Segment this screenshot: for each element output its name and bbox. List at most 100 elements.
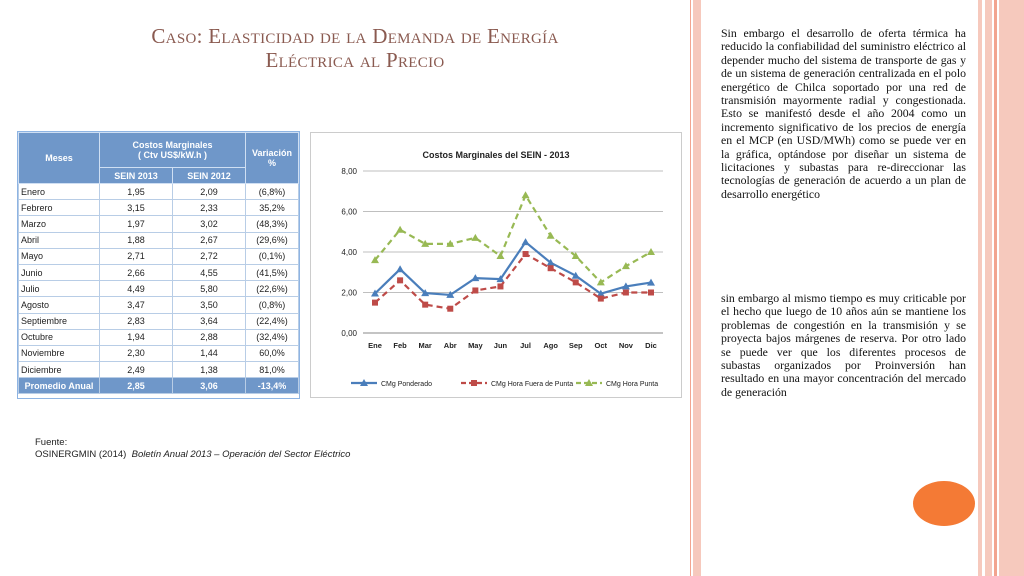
data-point	[372, 299, 378, 306]
data-point	[496, 275, 505, 283]
table-row: Marzo 1,97 3,02 (48,3%)	[18, 215, 299, 233]
x-tick-label: Dic	[645, 341, 657, 350]
table-row: Julio 4,49 5,80 (22,6%)	[18, 280, 299, 298]
series-line	[374, 192, 652, 284]
divider-stripe	[690, 0, 691, 576]
slide-title: Caso: Elasticidad de la Demanda de Energ…	[95, 24, 615, 72]
divider-stripe	[999, 0, 1024, 576]
header-meses: Meses	[18, 132, 100, 184]
table-row: Agosto 3,47 3,50 (0,8%)	[18, 296, 299, 314]
x-tick-label: Jun	[494, 341, 508, 350]
data-point	[472, 287, 479, 294]
data-point	[371, 256, 379, 264]
cell-sein-2012: 2,67	[172, 231, 246, 249]
x-tick-label: Jul	[520, 341, 531, 350]
cell-sein-2013: 2,83	[99, 312, 173, 330]
data-point	[621, 262, 630, 270]
x-tick-label: Ene	[368, 341, 382, 350]
header-variacion-line2: %	[267, 158, 276, 168]
cell-variacion: 81,0%	[245, 361, 299, 379]
divider-stripe	[985, 0, 992, 576]
cell-sein-2013: 2,71	[99, 247, 173, 265]
header-costos-line1: Costos Marginales	[132, 140, 213, 150]
series-line	[374, 252, 651, 310]
legend-marker	[471, 380, 477, 386]
cell-sein-2012: 2,33	[172, 199, 246, 217]
table-row: Febrero 3,15 2,33 35,2%	[18, 199, 299, 217]
cell-mes: Junio	[18, 263, 100, 282]
x-tick-label: May	[468, 341, 483, 350]
cell-sein-2012: 2,09	[172, 182, 246, 201]
data-point	[396, 225, 405, 233]
data-point	[496, 252, 505, 260]
data-point	[446, 239, 455, 247]
divider-stripe	[693, 0, 701, 576]
x-tick-label: Ago	[543, 341, 558, 350]
data-point	[571, 271, 580, 279]
paragraph-subastas: sin embargo al mismo tiempo es muy criti…	[721, 291, 966, 399]
slide-title-line1: Caso: Elasticidad de la Demanda de Energ…	[151, 24, 559, 48]
header-variacion-line1: Variación	[251, 148, 293, 158]
data-point	[571, 252, 580, 260]
subheader-sein-2013: SEIN 2013	[99, 167, 173, 184]
subheader-sein-2012: SEIN 2012	[172, 167, 246, 184]
costos-marginales-table: Meses Costos Marginales ( Ctv US$/kW.h )…	[17, 131, 300, 399]
data-point	[621, 282, 630, 290]
cell-avg-2013: 2,85	[99, 377, 173, 395]
cell-sein-2012: 1,44	[172, 344, 246, 363]
data-point	[446, 290, 455, 298]
legend-label: CMg Hora Punta	[606, 381, 658, 388]
data-point	[622, 289, 629, 296]
data-point	[471, 274, 480, 282]
x-tick-label: Nov	[619, 341, 634, 350]
data-point	[597, 295, 604, 302]
data-point	[447, 305, 454, 312]
data-point	[648, 289, 654, 296]
table-row: Mayo 2,71 2,72 (0,1%)	[18, 247, 299, 265]
divider-stripe	[978, 0, 982, 576]
y-tick-label: 4,00	[341, 248, 357, 257]
cell-sein-2013: 2,49	[99, 361, 173, 379]
data-point	[397, 277, 404, 284]
cell-variacion: (41,5%)	[245, 263, 299, 282]
cell-avg-2012: 3,06	[172, 377, 246, 395]
cell-variacion: (22,4%)	[245, 312, 299, 330]
cell-sein-2013: 3,15	[99, 199, 173, 217]
data-table: Meses Costos Marginales ( Ctv US$/kW.h )…	[18, 132, 299, 395]
cell-variacion: (48,3%)	[245, 215, 299, 233]
table-row: Septiembre 2,83 3,64 (22,4%)	[18, 312, 299, 330]
data-point	[546, 258, 555, 266]
cell-sein-2013: 2,30	[99, 344, 173, 363]
data-point	[647, 248, 655, 255]
data-point	[546, 231, 555, 239]
cell-mes: Abril	[18, 231, 100, 249]
cell-variacion: 35,2%	[245, 199, 299, 217]
slide-title-line2: Eléctrica al Precio	[265, 48, 445, 72]
cell-variacion: (32,4%)	[245, 328, 299, 346]
cell-sein-2013: 1,94	[99, 328, 173, 346]
cell-sein-2013: 1,88	[99, 231, 173, 249]
header-variacion: Variación %	[245, 132, 299, 184]
cell-sein-2013: 2,66	[99, 263, 173, 282]
chart-svg: Costos Marginales del SEIN - 2013 0,00 2,0…	[341, 150, 663, 388]
chart-title: Costos Marginales del SEIN - 2013	[422, 150, 569, 160]
x-tick-label: Feb	[393, 341, 407, 350]
legend-marker	[585, 379, 593, 386]
cell-mes: Diciembre	[18, 361, 100, 379]
y-tick-label: 6,00	[341, 208, 357, 217]
cell-variacion: (6,8%)	[245, 182, 299, 201]
y-tick-label: 8,00	[341, 167, 357, 176]
header-costos: Costos Marginales ( Ctv US$/kW.h )	[99, 132, 246, 168]
source-citation: Fuente: OSINERGMIN (2014) Boletín Anual …	[35, 437, 350, 461]
cell-variacion: 60,0%	[245, 344, 299, 363]
cell-avg-var: -13,4%	[245, 377, 299, 395]
source-reference: OSINERGMIN (2014) Boletín Anual 2013 – O…	[35, 449, 350, 461]
cell-sein-2012: 2,72	[172, 247, 246, 265]
decorative-circle	[913, 481, 975, 526]
table-row-average: Promedio Anual 2,85 3,06 -13,4%	[18, 377, 299, 395]
table-row: Octubre 1,94 2,88 (32,4%)	[18, 328, 299, 346]
cell-sein-2013: 4,49	[99, 280, 173, 298]
data-point	[647, 278, 655, 286]
cell-mes: Mayo	[18, 247, 100, 265]
table-row: Abril 1,88 2,67 (29,6%)	[18, 231, 299, 249]
